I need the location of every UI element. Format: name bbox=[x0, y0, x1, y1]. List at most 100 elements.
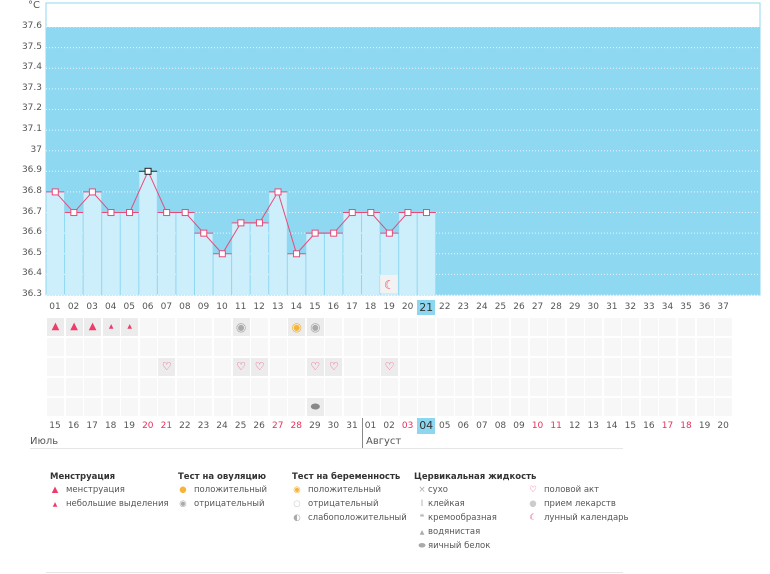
event-cell[interactable] bbox=[566, 338, 584, 356]
event-cell[interactable]: ◉ bbox=[232, 318, 250, 336]
event-cell[interactable] bbox=[529, 358, 547, 376]
event-cell[interactable] bbox=[269, 318, 287, 336]
event-cell[interactable] bbox=[251, 338, 269, 356]
cycle-day-label[interactable]: 25 bbox=[494, 302, 507, 312]
calendar-date[interactable]: 21 bbox=[160, 421, 173, 431]
event-cell[interactable] bbox=[585, 398, 603, 416]
event-cell[interactable] bbox=[288, 338, 306, 356]
calendar-date[interactable]: 17 bbox=[86, 421, 98, 431]
cycle-day-label[interactable]: 10 bbox=[216, 302, 228, 312]
cycle-day-label[interactable]: 21 bbox=[417, 300, 436, 315]
event-cell[interactable] bbox=[158, 318, 176, 336]
event-cell[interactable] bbox=[696, 338, 714, 356]
calendar-date[interactable]: 30 bbox=[327, 421, 340, 431]
event-cell[interactable] bbox=[566, 318, 584, 336]
event-cell[interactable] bbox=[399, 358, 417, 376]
event-cell[interactable] bbox=[640, 318, 658, 336]
event-cell[interactable]: ♡ bbox=[251, 358, 269, 376]
event-cell[interactable] bbox=[139, 398, 157, 416]
event-cell[interactable] bbox=[399, 378, 417, 396]
event-cell[interactable] bbox=[436, 358, 454, 376]
calendar-date[interactable]: 05 bbox=[439, 421, 451, 431]
event-cell[interactable] bbox=[214, 358, 232, 376]
event-cell[interactable] bbox=[158, 338, 176, 356]
event-cell[interactable]: ◉ bbox=[306, 318, 324, 336]
event-cell[interactable] bbox=[492, 358, 510, 376]
event-cell[interactable] bbox=[511, 378, 528, 396]
event-cell[interactable] bbox=[121, 378, 139, 396]
event-cell[interactable] bbox=[585, 338, 603, 356]
event-cell[interactable] bbox=[696, 318, 714, 336]
calendar-date[interactable]: 12 bbox=[568, 421, 581, 431]
event-cell[interactable]: ▲ bbox=[47, 318, 64, 336]
event-cell[interactable] bbox=[511, 358, 528, 376]
calendar-date[interactable]: 27 bbox=[271, 421, 284, 431]
cycle-day-label[interactable]: 13 bbox=[271, 302, 284, 312]
cycle-day-label[interactable]: 14 bbox=[290, 302, 302, 312]
event-cell[interactable] bbox=[306, 338, 324, 356]
event-cell[interactable] bbox=[102, 398, 120, 416]
event-cell[interactable] bbox=[195, 378, 213, 396]
calendar-date[interactable]: 23 bbox=[197, 421, 210, 431]
calendar-date[interactable]: 17 bbox=[661, 421, 674, 431]
event-cell[interactable] bbox=[418, 318, 436, 336]
event-cell[interactable] bbox=[176, 358, 194, 376]
event-cell[interactable] bbox=[436, 398, 454, 416]
event-cell[interactable] bbox=[492, 378, 510, 396]
event-cell[interactable] bbox=[473, 318, 491, 336]
event-cell[interactable]: ▲ bbox=[102, 318, 120, 336]
event-cell[interactable]: ◉ bbox=[288, 318, 306, 336]
cycle-day-label[interactable]: 09 bbox=[197, 302, 210, 312]
event-cell[interactable] bbox=[678, 318, 696, 336]
event-cell[interactable] bbox=[139, 358, 157, 376]
event-cell[interactable] bbox=[362, 338, 380, 356]
event-cell[interactable]: ♡ bbox=[158, 358, 176, 376]
event-cell[interactable] bbox=[566, 358, 584, 376]
cycle-day-label[interactable]: 11 bbox=[234, 302, 247, 312]
cycle-day-label[interactable]: 02 bbox=[67, 302, 80, 312]
cycle-day-label[interactable]: 32 bbox=[624, 302, 637, 312]
event-cell[interactable] bbox=[566, 378, 584, 396]
event-cell[interactable] bbox=[47, 358, 64, 376]
cycle-day-label[interactable]: 04 bbox=[104, 302, 117, 312]
event-cell[interactable] bbox=[715, 398, 733, 416]
event-cell[interactable] bbox=[696, 358, 714, 376]
event-cell[interactable] bbox=[678, 398, 696, 416]
cycle-day-label[interactable]: 19 bbox=[383, 302, 395, 312]
calendar-date[interactable]: 29 bbox=[309, 421, 321, 431]
event-cell[interactable] bbox=[343, 338, 361, 356]
cycle-day-label[interactable]: 28 bbox=[550, 302, 562, 312]
cycle-day-label[interactable]: 35 bbox=[680, 302, 692, 312]
event-cell[interactable] bbox=[214, 338, 232, 356]
event-cell[interactable] bbox=[715, 338, 733, 356]
event-cell[interactable] bbox=[603, 398, 621, 416]
event-cell[interactable] bbox=[381, 398, 399, 416]
cycle-day-label[interactable]: 29 bbox=[568, 302, 581, 312]
event-cell[interactable] bbox=[176, 398, 194, 416]
event-cell[interactable] bbox=[640, 378, 658, 396]
calendar-date[interactable]: 13 bbox=[587, 421, 599, 431]
event-cell[interactable] bbox=[176, 378, 194, 396]
event-cell[interactable] bbox=[473, 338, 491, 356]
event-cell[interactable] bbox=[455, 358, 473, 376]
calendar-date[interactable]: 16 bbox=[643, 421, 655, 431]
event-cell[interactable] bbox=[566, 398, 584, 416]
cycle-day-label[interactable]: 33 bbox=[643, 302, 655, 312]
calendar-date[interactable]: 09 bbox=[513, 421, 525, 431]
calendar-date[interactable]: 15 bbox=[624, 421, 637, 431]
calendar-date[interactable]: 01 bbox=[364, 421, 377, 431]
event-cell[interactable] bbox=[473, 378, 491, 396]
event-cell[interactable] bbox=[511, 318, 528, 336]
event-cell[interactable] bbox=[343, 398, 361, 416]
event-cell[interactable] bbox=[102, 378, 120, 396]
event-cell[interactable]: ♡ bbox=[325, 358, 343, 376]
event-cell[interactable] bbox=[65, 338, 83, 356]
event-cell[interactable] bbox=[47, 338, 64, 356]
event-cell[interactable] bbox=[473, 358, 491, 376]
event-cell[interactable] bbox=[715, 378, 733, 396]
event-cell[interactable]: ▲ bbox=[84, 318, 102, 336]
event-cell[interactable] bbox=[418, 358, 436, 376]
calendar-date[interactable]: 31 bbox=[346, 421, 358, 431]
event-cell[interactable] bbox=[548, 358, 566, 376]
event-cell[interactable] bbox=[65, 398, 83, 416]
